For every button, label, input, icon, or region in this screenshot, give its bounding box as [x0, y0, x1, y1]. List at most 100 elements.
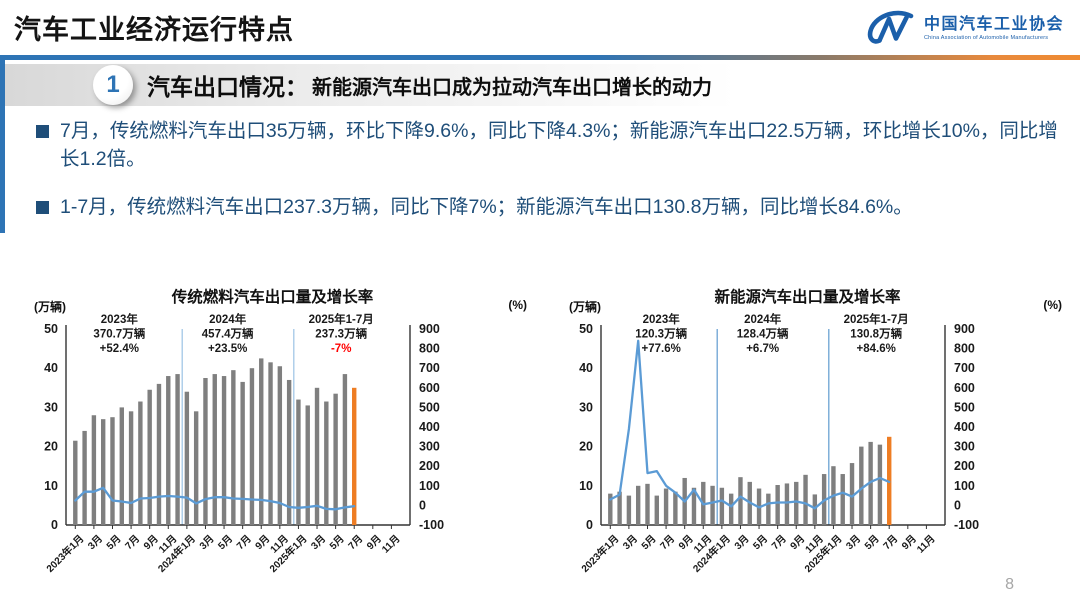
- svg-text:0: 0: [954, 498, 961, 512]
- svg-text:40: 40: [44, 361, 58, 375]
- logo-org-name-en: China Association of Automobile Manufact…: [923, 35, 1049, 42]
- svg-text:+6.7%: +6.7%: [746, 343, 779, 355]
- fuel-vehicle-export-chart: 传统燃料汽车出口量及增长率 (万辆) (%) 0 10 20 30 40 50 -100 0 1…: [10, 281, 535, 583]
- page-title: 汽车工业经济运行特点: [14, 15, 294, 45]
- svg-text:30: 30: [44, 400, 58, 414]
- svg-text:2024年: 2024年: [744, 312, 782, 326]
- svg-text:500: 500: [954, 400, 975, 414]
- section-heading-bar: [5, 64, 1080, 106]
- bullet-text: 7月，传统燃料汽车出口35万辆，环比下降9.6%，同比下降4.3%；新能源汽车出…: [60, 120, 1058, 170]
- title-underline-rule: [0, 55, 1080, 60]
- svg-text:0: 0: [419, 498, 426, 512]
- svg-text:7月: 7月: [769, 533, 788, 552]
- svg-text:2025年1-7月: 2025年1-7月: [309, 312, 374, 326]
- caam-logo-mark-icon: [864, 7, 916, 52]
- svg-text:900: 900: [954, 322, 975, 336]
- svg-text:3月: 3月: [732, 533, 751, 552]
- svg-text:5月: 5月: [327, 533, 346, 552]
- svg-text:+52.4%: +52.4%: [100, 343, 139, 355]
- bullet-item: 7月，传统燃料汽车出口35万辆，环比下降9.6%，同比下降4.3%；新能源汽车出…: [36, 118, 1068, 173]
- svg-text:7月: 7月: [123, 533, 142, 552]
- svg-text:10: 10: [579, 479, 593, 493]
- left-accent-stripe: [0, 60, 5, 233]
- svg-text:+84.6%: +84.6%: [857, 343, 896, 355]
- svg-text:11月: 11月: [914, 533, 937, 556]
- section-number-badge: 1: [93, 65, 133, 105]
- left-axis-unit: (万辆): [34, 300, 66, 314]
- svg-text:7月: 7月: [881, 533, 900, 552]
- svg-text:5月: 5月: [639, 533, 658, 552]
- svg-text:700: 700: [419, 361, 440, 375]
- svg-text:300: 300: [419, 440, 440, 454]
- right-axis-unit: (%): [508, 298, 527, 312]
- svg-text:700: 700: [954, 361, 975, 375]
- svg-text:800: 800: [419, 342, 440, 356]
- section-subheading: 新能源汽车出口成为拉动汽车出口增长的动力: [312, 76, 712, 99]
- svg-text:10: 10: [44, 479, 58, 493]
- svg-text:0: 0: [51, 518, 58, 532]
- svg-text:5月: 5月: [862, 533, 881, 552]
- svg-text:7月: 7月: [658, 533, 677, 552]
- svg-text:+23.5%: +23.5%: [208, 343, 247, 355]
- svg-text:0: 0: [586, 518, 593, 532]
- logo-org-name-cn: 中国汽车工业协会: [923, 16, 1064, 34]
- svg-text:-100: -100: [954, 518, 979, 532]
- svg-text:400: 400: [419, 420, 440, 434]
- svg-text:200: 200: [954, 459, 975, 473]
- bullet-square-icon: [36, 125, 49, 138]
- svg-text:2023年: 2023年: [101, 312, 139, 326]
- svg-text:130.8万辆: 130.8万辆: [850, 327, 902, 341]
- bullet-item: 1-7月，传统燃料汽车出口237.3万辆，同比下降7%；新能源汽车出口130.8…: [36, 194, 1068, 222]
- svg-text:128.4万辆: 128.4万辆: [737, 327, 789, 341]
- svg-text:3月: 3月: [197, 533, 216, 552]
- svg-text:2024年: 2024年: [209, 312, 247, 326]
- svg-text:5月: 5月: [216, 533, 235, 552]
- svg-text:370.7万辆: 370.7万辆: [93, 327, 145, 341]
- svg-text:2023年: 2023年: [643, 312, 681, 326]
- svg-text:5月: 5月: [751, 533, 770, 552]
- svg-text:50: 50: [44, 322, 58, 336]
- svg-text:20: 20: [44, 440, 58, 454]
- svg-text:-7%: -7%: [331, 343, 351, 355]
- bullet-list: 7月，传统燃料汽车出口35万辆，环比下降9.6%，同比下降4.3%；新能源汽车出…: [36, 118, 1068, 243]
- svg-text:600: 600: [954, 381, 975, 395]
- chart-title: 传统燃料汽车出口量及增长率: [171, 289, 374, 306]
- svg-text:3月: 3月: [844, 533, 863, 552]
- chart-title: 新能源汽车出口量及增长率: [714, 289, 901, 306]
- svg-text:5月: 5月: [104, 533, 123, 552]
- svg-text:40: 40: [579, 361, 593, 375]
- charts-row: 传统燃料汽车出口量及增长率 (万辆) (%) 0 10 20 30 40 50 -100 0 1…: [0, 281, 1080, 583]
- svg-text:237.3万辆: 237.3万辆: [315, 327, 367, 341]
- svg-text:300: 300: [954, 440, 975, 454]
- section-heading-row: 1 汽车出口情况： 新能源汽车出口成为拉动汽车出口增长的动力: [5, 64, 1080, 106]
- svg-text:800: 800: [954, 342, 975, 356]
- caam-logo: 中国汽车工业协会 China Association of Automobile…: [864, 7, 1064, 52]
- bullet-square-icon: [36, 201, 49, 215]
- svg-text:600: 600: [419, 381, 440, 395]
- svg-text:50: 50: [579, 322, 593, 336]
- svg-text:2025年1-7月: 2025年1-7月: [844, 312, 909, 326]
- svg-text:500: 500: [419, 400, 440, 414]
- bullet-text: 1-7月，传统燃料汽车出口237.3万辆，同比下降7%；新能源汽车出口130.8…: [60, 196, 913, 219]
- svg-text:120.3万辆: 120.3万辆: [635, 327, 687, 341]
- svg-text:400: 400: [954, 420, 975, 434]
- svg-text:3月: 3月: [309, 533, 328, 552]
- svg-text:100: 100: [419, 479, 440, 493]
- svg-text:200: 200: [419, 459, 440, 473]
- left-axis-unit: (万辆): [569, 300, 601, 314]
- page-number: 8: [1005, 576, 1014, 593]
- section-number: 1: [106, 71, 120, 98]
- nev-export-plot: 0 10 20 30 40 50 -100 0 100 200 300 400 500 600 700 800…: [578, 312, 979, 575]
- svg-text:2023年1月: 2023年1月: [578, 532, 621, 575]
- svg-text:-100: -100: [419, 518, 444, 532]
- svg-text:100: 100: [954, 479, 975, 493]
- svg-text:7月: 7月: [346, 533, 365, 552]
- svg-text:3月: 3月: [86, 533, 105, 552]
- svg-text:11月: 11月: [379, 533, 402, 556]
- svg-text:+77.6%: +77.6%: [642, 343, 681, 355]
- svg-text:900: 900: [419, 322, 440, 336]
- nev-export-chart: 新能源汽车出口量及增长率 (万辆) (%) 0 10 20 30 40 50 -100 0 10…: [545, 281, 1070, 583]
- svg-text:20: 20: [579, 440, 593, 454]
- svg-text:30: 30: [579, 400, 593, 414]
